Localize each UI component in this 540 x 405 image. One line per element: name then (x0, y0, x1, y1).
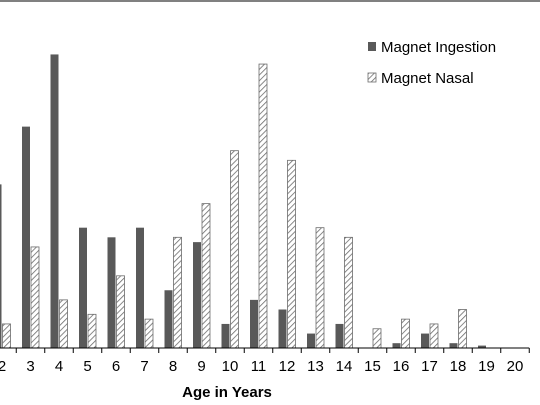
bar-magnet-nasal-10 (230, 150, 239, 349)
bar-magnet-ingestion-11 (250, 299, 258, 348)
bar-magnet-nasal-18 (458, 309, 467, 349)
x-tick-label-19: 19 (478, 358, 495, 375)
bar-magnet-nasal-11 (258, 63, 268, 349)
x-tick-label-16: 16 (393, 358, 410, 375)
bar-magnet-ingestion-16 (392, 343, 401, 348)
bar-magnet-ingestion-13 (307, 333, 315, 348)
bar-magnet-nasal-8 (173, 236, 182, 349)
x-tick-label-11: 11 (251, 358, 267, 375)
x-tick-label-18: 18 (450, 358, 467, 375)
x-ticks-group (15, 348, 530, 353)
bar-magnet-ingestion-4 (50, 54, 59, 348)
x-tick-label-2: 2 (0, 358, 6, 375)
x-tick-label-17: 17 (421, 358, 438, 375)
bar-magnet-nasal-6 (116, 275, 125, 349)
bar-magnet-ingestion-8 (164, 290, 173, 348)
bar-magnet-ingestion-10 (221, 323, 230, 348)
x-tick-label-14: 14 (336, 358, 353, 375)
x-tick-label-12: 12 (279, 358, 296, 375)
bar-magnet-nasal-2 (2, 323, 11, 349)
bar-magnet-ingestion-2 (0, 184, 2, 348)
x-tick-label-5: 5 (83, 358, 91, 375)
x-tick-label-6: 6 (112, 358, 120, 375)
bar-magnet-nasal-5 (87, 313, 97, 349)
x-axis-title: Age in Years (182, 384, 272, 401)
bar-magnet-ingestion-9 (193, 242, 201, 348)
x-tick-labels-group: 2 3 4 5 6 7 8 9 10 11 12 13 14 15 16 17 18 19 20 (0, 358, 523, 375)
bar-magnet-nasal-9 (201, 203, 211, 349)
bar-magnet-ingestion-6 (107, 237, 116, 348)
bar-magnet-nasal-3 (30, 246, 40, 349)
legend-swatch-magnet-nasal (367, 72, 377, 83)
bar-magnet-ingestion-12 (278, 309, 287, 348)
bar-magnet-ingestion-5 (79, 227, 87, 348)
legend-label-magnet-ingestion: Magnet Ingestion (381, 39, 496, 56)
bar-magnet-ingestion-17 (421, 333, 429, 348)
bar-magnet-nasal-13 (315, 227, 325, 349)
bar-magnet-nasal-4 (59, 299, 68, 349)
legend-label-magnet-nasal: Magnet Nasal (381, 70, 474, 87)
bar-magnet-nasal-17 (429, 323, 439, 349)
bar-magnet-nasal-12 (287, 159, 296, 349)
x-tick-label-15: 15 (364, 358, 381, 375)
legend-swatch-magnet-ingestion (368, 42, 376, 51)
x-tick-label-4: 4 (55, 358, 63, 375)
bar-magnet-ingestion-18 (449, 343, 458, 348)
bar-magnet-ingestion-19 (478, 345, 486, 348)
x-tick-label-8: 8 (169, 358, 177, 375)
bar-magnet-nasal-7 (144, 318, 154, 349)
bars-group (0, 54, 486, 349)
bar-magnet-ingestion-3 (22, 126, 30, 348)
bar-magnet-ingestion-7 (136, 227, 144, 348)
bar-magnet-nasal-15 (372, 328, 382, 349)
x-tick-label-20: 20 (507, 358, 524, 375)
legend: Magnet Ingestion Magnet Nasal (367, 39, 496, 87)
bar-magnet-nasal-14 (344, 236, 353, 349)
bar-magnet-ingestion-14 (335, 323, 344, 348)
x-tick-label-10: 10 (222, 358, 239, 375)
x-tick-label-13: 13 (307, 358, 324, 375)
x-tick-label-9: 9 (197, 358, 205, 375)
x-tick-label-7: 7 (140, 358, 148, 375)
bar-magnet-nasal-16 (401, 318, 410, 349)
x-tick-label-3: 3 (26, 358, 34, 375)
